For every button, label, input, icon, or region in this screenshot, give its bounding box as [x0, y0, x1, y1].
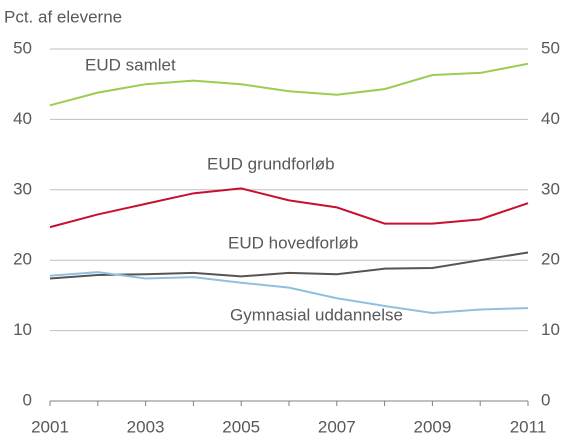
x-tick-label: 2003 — [127, 417, 165, 436]
series-line — [49, 187, 529, 229]
y-tick-label: 10 — [13, 320, 32, 339]
series-label: EUD grundforløb — [207, 154, 335, 173]
y-tick-label: 50 — [13, 38, 32, 57]
y2-tick-label: 30 — [541, 179, 560, 198]
y2-tick-label: 10 — [541, 320, 560, 339]
series-line — [49, 62, 529, 107]
y-tick-label: 30 — [13, 179, 32, 198]
series-label: EUD hovedforløb — [228, 233, 358, 252]
x-tick-label: 2001 — [31, 417, 69, 436]
y2-tick-label: 0 — [541, 390, 550, 409]
series-label: Gymnasial uddannelse — [230, 305, 403, 324]
y-axis-label: Pct. af eleverne — [4, 7, 122, 26]
x-tick-label: 2007 — [318, 417, 356, 436]
x-tick-label: 2005 — [222, 417, 260, 436]
series-line — [49, 251, 529, 280]
series-line — [49, 271, 529, 315]
y2-tick-label: 50 — [541, 38, 560, 57]
x-tick-label: 2009 — [413, 417, 451, 436]
series-label: EUD samlet — [85, 55, 176, 74]
y-tick-label: 40 — [13, 109, 32, 128]
x-tick-label: 2011 — [510, 417, 547, 436]
y-tick-label: 20 — [13, 250, 32, 269]
y2-tick-label: 20 — [541, 250, 560, 269]
y-tick-label: 0 — [23, 390, 32, 409]
y2-tick-label: 40 — [541, 109, 560, 128]
